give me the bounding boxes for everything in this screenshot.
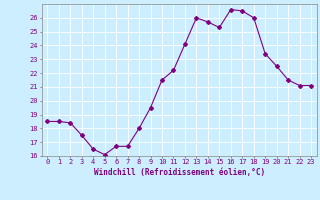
X-axis label: Windchill (Refroidissement éolien,°C): Windchill (Refroidissement éolien,°C) [94,168,265,177]
